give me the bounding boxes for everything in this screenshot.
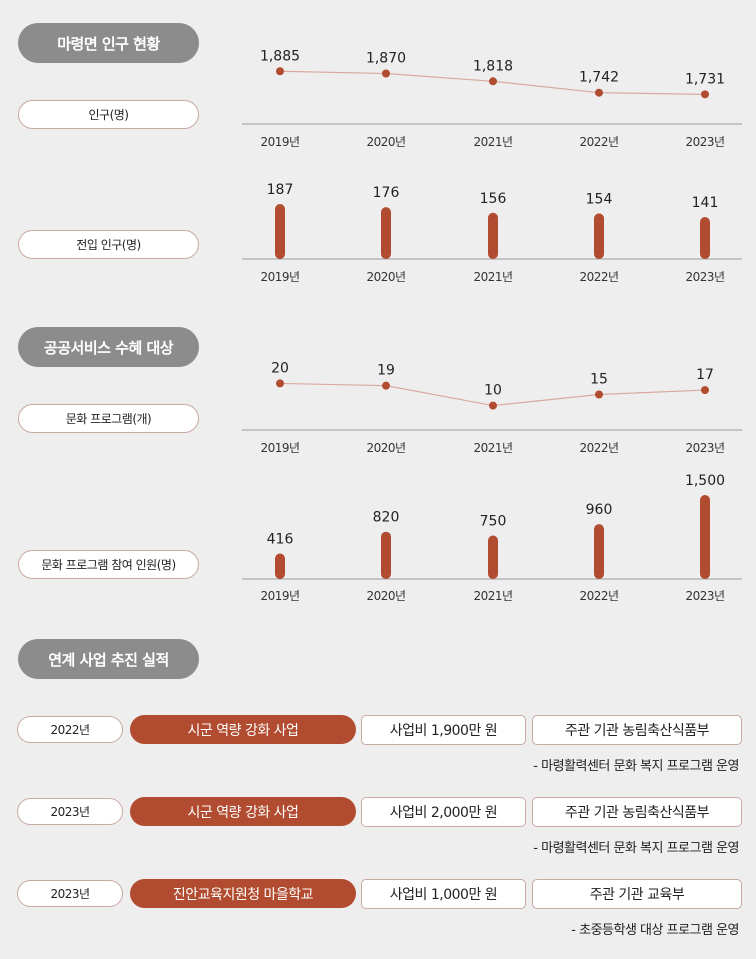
data-label: 20 xyxy=(271,360,289,376)
data-point xyxy=(489,77,497,86)
project-organization: 주관 기관 교육부 xyxy=(532,879,742,909)
data-label: 1,742 xyxy=(579,70,619,86)
population-line-chart: 2019년 2020년 2021년 2022년 2023년 1,885 1,870 1,818… xyxy=(242,48,742,149)
project-year: 2022년 xyxy=(17,716,123,743)
project-name: 진안교육지원청 마을학교 xyxy=(130,879,356,908)
bar xyxy=(594,524,604,579)
row-label-culture-programs: 문화 프로그램(개) xyxy=(18,404,199,433)
data-label: 750 xyxy=(480,514,507,530)
data-label: 960 xyxy=(586,502,613,518)
x-tick-label: 2019년 xyxy=(260,270,299,284)
x-tick-label: 2022년 xyxy=(579,135,618,149)
data-label: 1,870 xyxy=(366,51,406,67)
data-point xyxy=(382,69,390,78)
project-note: - 초중등학생 대상 프로그램 운영 xyxy=(571,923,739,938)
project-budget: 사업비 1,900만 원 xyxy=(361,715,526,745)
culture-participant-bar-chart: 2019년 2020년 2021년 2022년 2023년 416 820 750 960 1,5… xyxy=(242,473,742,603)
x-tick-label: 2021년 xyxy=(473,270,512,284)
x-tick-label: 2023년 xyxy=(685,589,724,603)
section-title-population: 마령면 인구 현황 xyxy=(18,23,199,63)
x-tick-label: 2020년 xyxy=(366,270,405,284)
project-organization: 주관 기관 농림축산식품부 xyxy=(532,797,742,827)
data-point xyxy=(276,379,284,388)
bar xyxy=(700,217,710,259)
project-year: 2023년 xyxy=(17,880,123,907)
data-label: 141 xyxy=(692,195,719,211)
bar xyxy=(275,553,285,579)
project-note: - 마령활력센터 문화 복지 프로그램 운영 xyxy=(533,759,739,774)
row-label-culture-participants: 문화 프로그램 참여 인원(명) xyxy=(18,550,199,579)
x-tick-label: 2021년 xyxy=(473,441,512,455)
x-tick-label: 2021년 xyxy=(473,589,512,603)
culture-program-line-chart: 2019년 2020년 2021년 2022년 2023년 20 19 10 15 17 xyxy=(242,360,742,455)
data-label: 156 xyxy=(480,191,507,207)
x-tick-label: 2020년 xyxy=(366,135,405,149)
move-in-bar-chart: 2019년 2020년 2021년 2022년 2023년 187 176 156 154 141 xyxy=(242,182,742,284)
project-year: 2023년 xyxy=(17,798,123,825)
project-organization: 주관 기관 농림축산식품부 xyxy=(532,715,742,745)
data-label: 1,731 xyxy=(685,71,725,87)
bar xyxy=(381,531,391,579)
bar xyxy=(381,207,391,259)
data-label: 1,885 xyxy=(260,48,300,64)
data-label: 17 xyxy=(696,367,714,383)
project-budget: 사업비 2,000만 원 xyxy=(361,797,526,827)
bar xyxy=(488,535,498,579)
data-point xyxy=(382,381,390,390)
x-tick-label: 2020년 xyxy=(366,589,405,603)
data-point xyxy=(489,401,497,410)
data-point xyxy=(595,88,603,97)
row-label-move-in: 전입 인구(명) xyxy=(18,230,199,259)
data-label: 820 xyxy=(373,510,400,526)
x-tick-label: 2019년 xyxy=(260,589,299,603)
x-tick-label: 2022년 xyxy=(579,441,618,455)
project-budget: 사업비 1,000만 원 xyxy=(361,879,526,909)
x-tick-label: 2021년 xyxy=(473,135,512,149)
bar xyxy=(594,213,604,259)
data-point xyxy=(276,67,284,76)
data-point xyxy=(595,390,603,399)
data-label: 10 xyxy=(484,383,502,399)
data-label: 15 xyxy=(590,372,608,388)
bar xyxy=(488,212,498,259)
x-tick-label: 2022년 xyxy=(579,589,618,603)
x-tick-label: 2022년 xyxy=(579,270,618,284)
data-label: 1,500 xyxy=(685,473,725,489)
x-tick-label: 2019년 xyxy=(260,441,299,455)
row-label-population: 인구(명) xyxy=(18,100,199,129)
project-name: 시군 역량 강화 사업 xyxy=(130,797,356,826)
data-point xyxy=(701,386,709,395)
section-title-projects: 연계 사업 추진 실적 xyxy=(18,639,199,679)
data-label: 154 xyxy=(586,191,613,207)
data-label: 187 xyxy=(267,182,294,198)
bar xyxy=(700,495,710,579)
data-label: 416 xyxy=(267,532,294,548)
section-title-service: 공공서비스 수혜 대상 xyxy=(18,327,199,367)
data-label: 19 xyxy=(377,363,395,379)
data-label: 176 xyxy=(373,185,400,201)
project-name: 시군 역량 강화 사업 xyxy=(130,715,356,744)
x-tick-label: 2020년 xyxy=(366,441,405,455)
bar xyxy=(275,204,285,259)
x-tick-label: 2023년 xyxy=(685,441,724,455)
project-note: - 마령활력센터 문화 복지 프로그램 운영 xyxy=(533,841,739,856)
data-label: 1,818 xyxy=(473,58,513,74)
x-tick-label: 2019년 xyxy=(260,135,299,149)
x-tick-label: 2023년 xyxy=(685,135,724,149)
x-tick-label: 2023년 xyxy=(685,270,724,284)
data-point xyxy=(701,90,709,99)
